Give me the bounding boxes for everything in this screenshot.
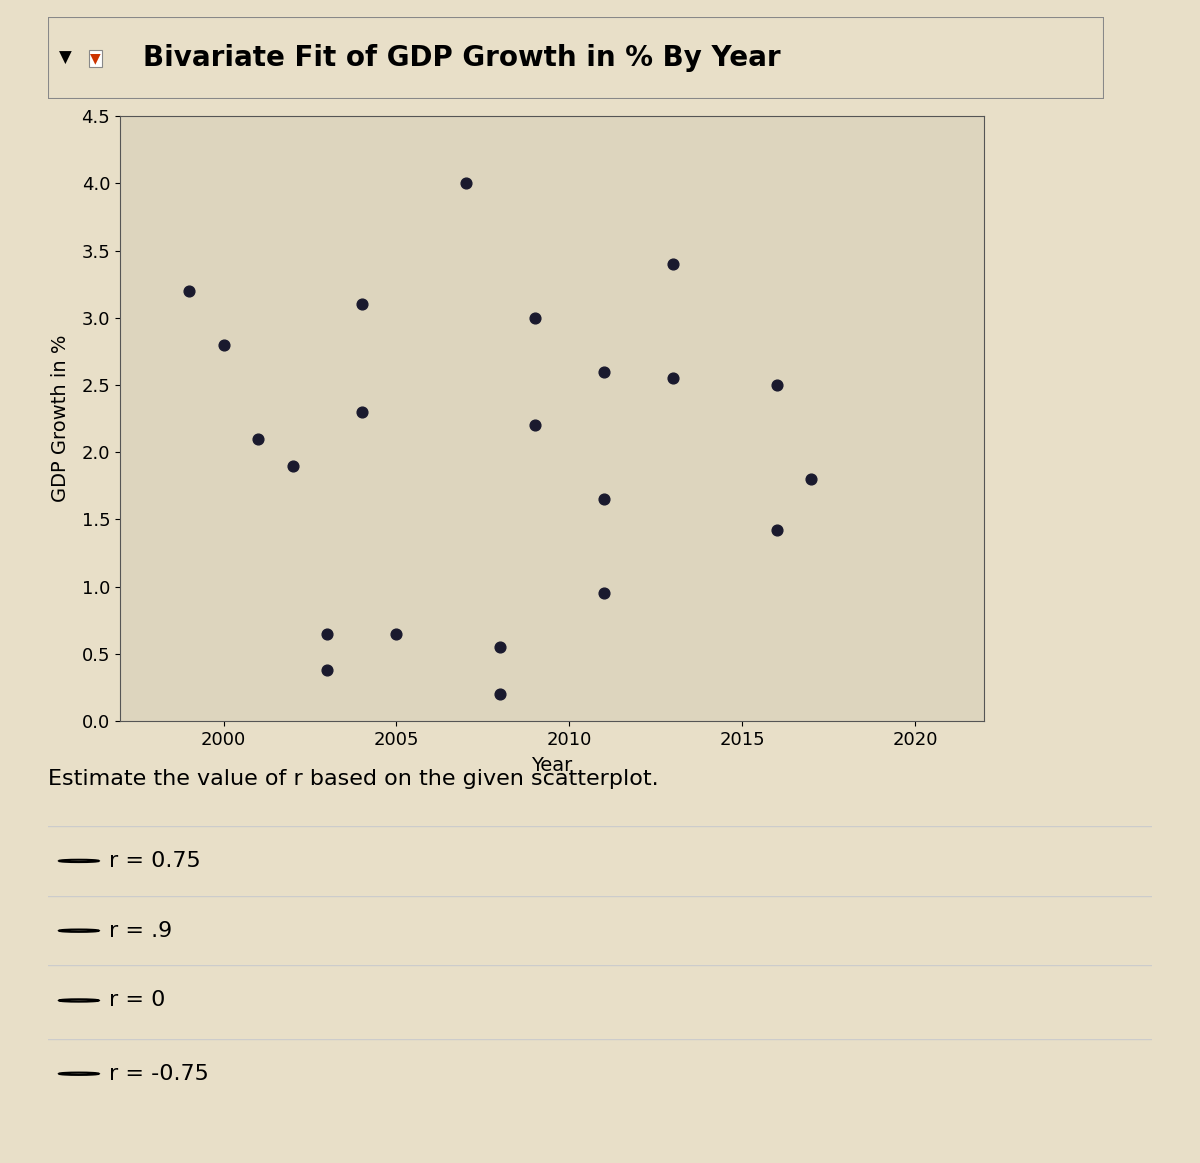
Point [594, 490, 613, 508]
Point [491, 685, 510, 704]
Point [180, 281, 199, 300]
Point [214, 335, 233, 354]
Text: r = -0.75: r = -0.75 [109, 1064, 209, 1084]
Text: ▼: ▼ [59, 49, 71, 67]
Point [491, 637, 510, 656]
Text: Estimate the value of r based on the given scatterplot.: Estimate the value of r based on the giv… [48, 769, 659, 790]
Point [767, 521, 786, 540]
Y-axis label: GDP Growth in %: GDP Growth in % [52, 335, 71, 502]
Point [386, 625, 406, 643]
Text: ▼: ▼ [90, 51, 101, 65]
Point [353, 295, 372, 314]
Point [353, 402, 372, 421]
Point [318, 661, 337, 679]
Text: Bivariate Fit of GDP Growth in % By Year: Bivariate Fit of GDP Growth in % By Year [143, 44, 781, 72]
Point [283, 456, 302, 475]
Text: r = 0: r = 0 [109, 991, 166, 1011]
Point [456, 174, 475, 193]
Point [248, 429, 268, 448]
Text: r = 0.75: r = 0.75 [109, 851, 200, 871]
Point [526, 416, 545, 435]
Point [594, 584, 613, 602]
Point [318, 625, 337, 643]
Point [664, 255, 683, 273]
Point [664, 369, 683, 387]
Point [802, 470, 821, 488]
Text: r = .9: r = .9 [109, 921, 172, 941]
Point [526, 308, 545, 327]
Point [767, 376, 786, 394]
X-axis label: Year: Year [532, 756, 572, 775]
Point [594, 363, 613, 381]
